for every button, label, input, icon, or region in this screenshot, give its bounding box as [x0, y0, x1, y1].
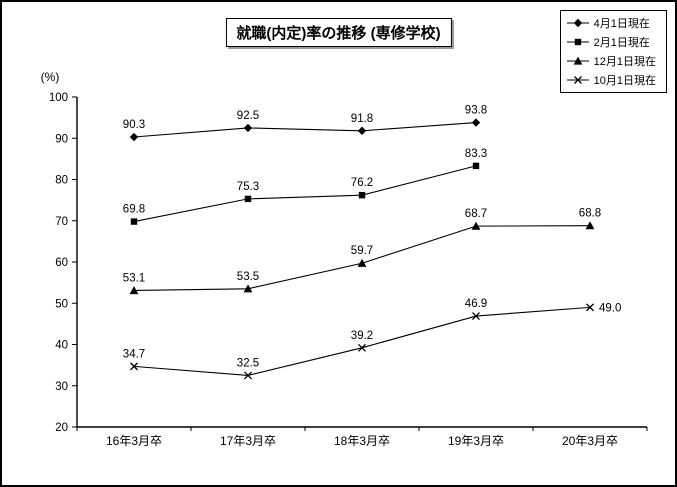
series-line — [133, 122, 477, 138]
legend-item: 10月1日現在 — [566, 72, 656, 88]
marker-triangle — [243, 284, 253, 293]
y-tick-label: 70 — [55, 216, 68, 228]
marker-x — [472, 312, 480, 320]
data-label: 39.2 — [351, 330, 373, 342]
legend-label: 10月1日現在 — [593, 75, 656, 87]
data-label: 75.3 — [237, 181, 259, 193]
marker-diamond — [471, 118, 481, 127]
y-tick-label: 90 — [55, 133, 68, 145]
data-label: 91.8 — [351, 113, 373, 125]
x-axis-label: 20年3月卒 — [562, 434, 618, 448]
x-axis-label: 16年3月卒 — [106, 434, 162, 448]
marker-square — [472, 162, 480, 170]
legend-item: 12月1日現在 — [566, 53, 656, 69]
legend-item: 2月1日現在 — [566, 34, 656, 50]
marker-triangle — [129, 286, 139, 295]
marker-x — [244, 371, 252, 380]
marker-triangle — [573, 56, 583, 65]
marker-x — [586, 303, 594, 312]
data-label: 92.5 — [237, 110, 259, 122]
data-label: 68.8 — [579, 208, 601, 220]
series-line — [133, 225, 591, 292]
legend-marker-triangle — [566, 56, 589, 65]
data-label: 32.5 — [237, 357, 259, 369]
marker-diamond — [243, 123, 253, 133]
data-label: 53.1 — [123, 272, 145, 284]
y-tick-label: 100 — [49, 92, 68, 104]
marker-square — [358, 191, 366, 199]
legend-marker-x — [566, 76, 589, 84]
marker-square — [574, 38, 581, 46]
marker-triangle — [471, 221, 481, 230]
x-axis-label: 18年3月卒 — [334, 434, 390, 448]
marker-x — [573, 76, 582, 84]
data-label: 76.2 — [351, 177, 373, 189]
data-label: 59.7 — [351, 245, 373, 257]
series-line — [133, 165, 477, 223]
y-tick-label: 50 — [55, 298, 68, 310]
data-label: 93.8 — [465, 105, 487, 117]
marker-diamond — [129, 132, 139, 142]
data-label: 53.5 — [237, 271, 259, 283]
x-axis-label: 17年3月卒 — [220, 434, 276, 448]
data-label: 69.8 — [123, 204, 145, 216]
legend-label: 4月1日現在 — [593, 18, 650, 30]
data-label: 83.3 — [465, 148, 487, 160]
legend-marker-square — [566, 38, 589, 46]
marker-diamond — [573, 18, 582, 28]
marker-x — [130, 362, 138, 371]
marker-square — [130, 218, 138, 225]
y-tick-label: 60 — [55, 257, 68, 269]
data-label: 68.7 — [465, 208, 487, 220]
chart-legend: 4月1日現在 2月1日現在 12月1日現在 10月1日現在 — [559, 10, 667, 93]
x-axis-label: 19年3月卒 — [448, 434, 504, 448]
y-tick-label: 80 — [55, 175, 68, 187]
y-tick-label: 20 — [55, 422, 68, 434]
chart-title: 就職(内定)率の推移 (専修学校) — [225, 18, 452, 47]
marker-triangle — [585, 221, 595, 230]
marker-triangle — [357, 258, 367, 267]
data-label: 46.9 — [465, 298, 487, 310]
legend-item: 4月1日現在 — [566, 15, 656, 31]
data-label: 90.3 — [123, 119, 145, 131]
data-label: 49.0 — [599, 302, 621, 314]
y-tick-label: 40 — [55, 340, 68, 352]
y-axis-unit: (%) — [41, 70, 60, 84]
marker-square — [244, 195, 252, 203]
marker-diamond — [357, 126, 367, 136]
data-label: 34.7 — [123, 348, 145, 360]
marker-x — [358, 343, 366, 352]
legend-label: 12月1日現在 — [593, 56, 656, 68]
y-tick-label: 30 — [55, 381, 68, 393]
legend-label: 2月1日現在 — [593, 37, 650, 49]
legend-marker-diamond — [566, 18, 589, 28]
